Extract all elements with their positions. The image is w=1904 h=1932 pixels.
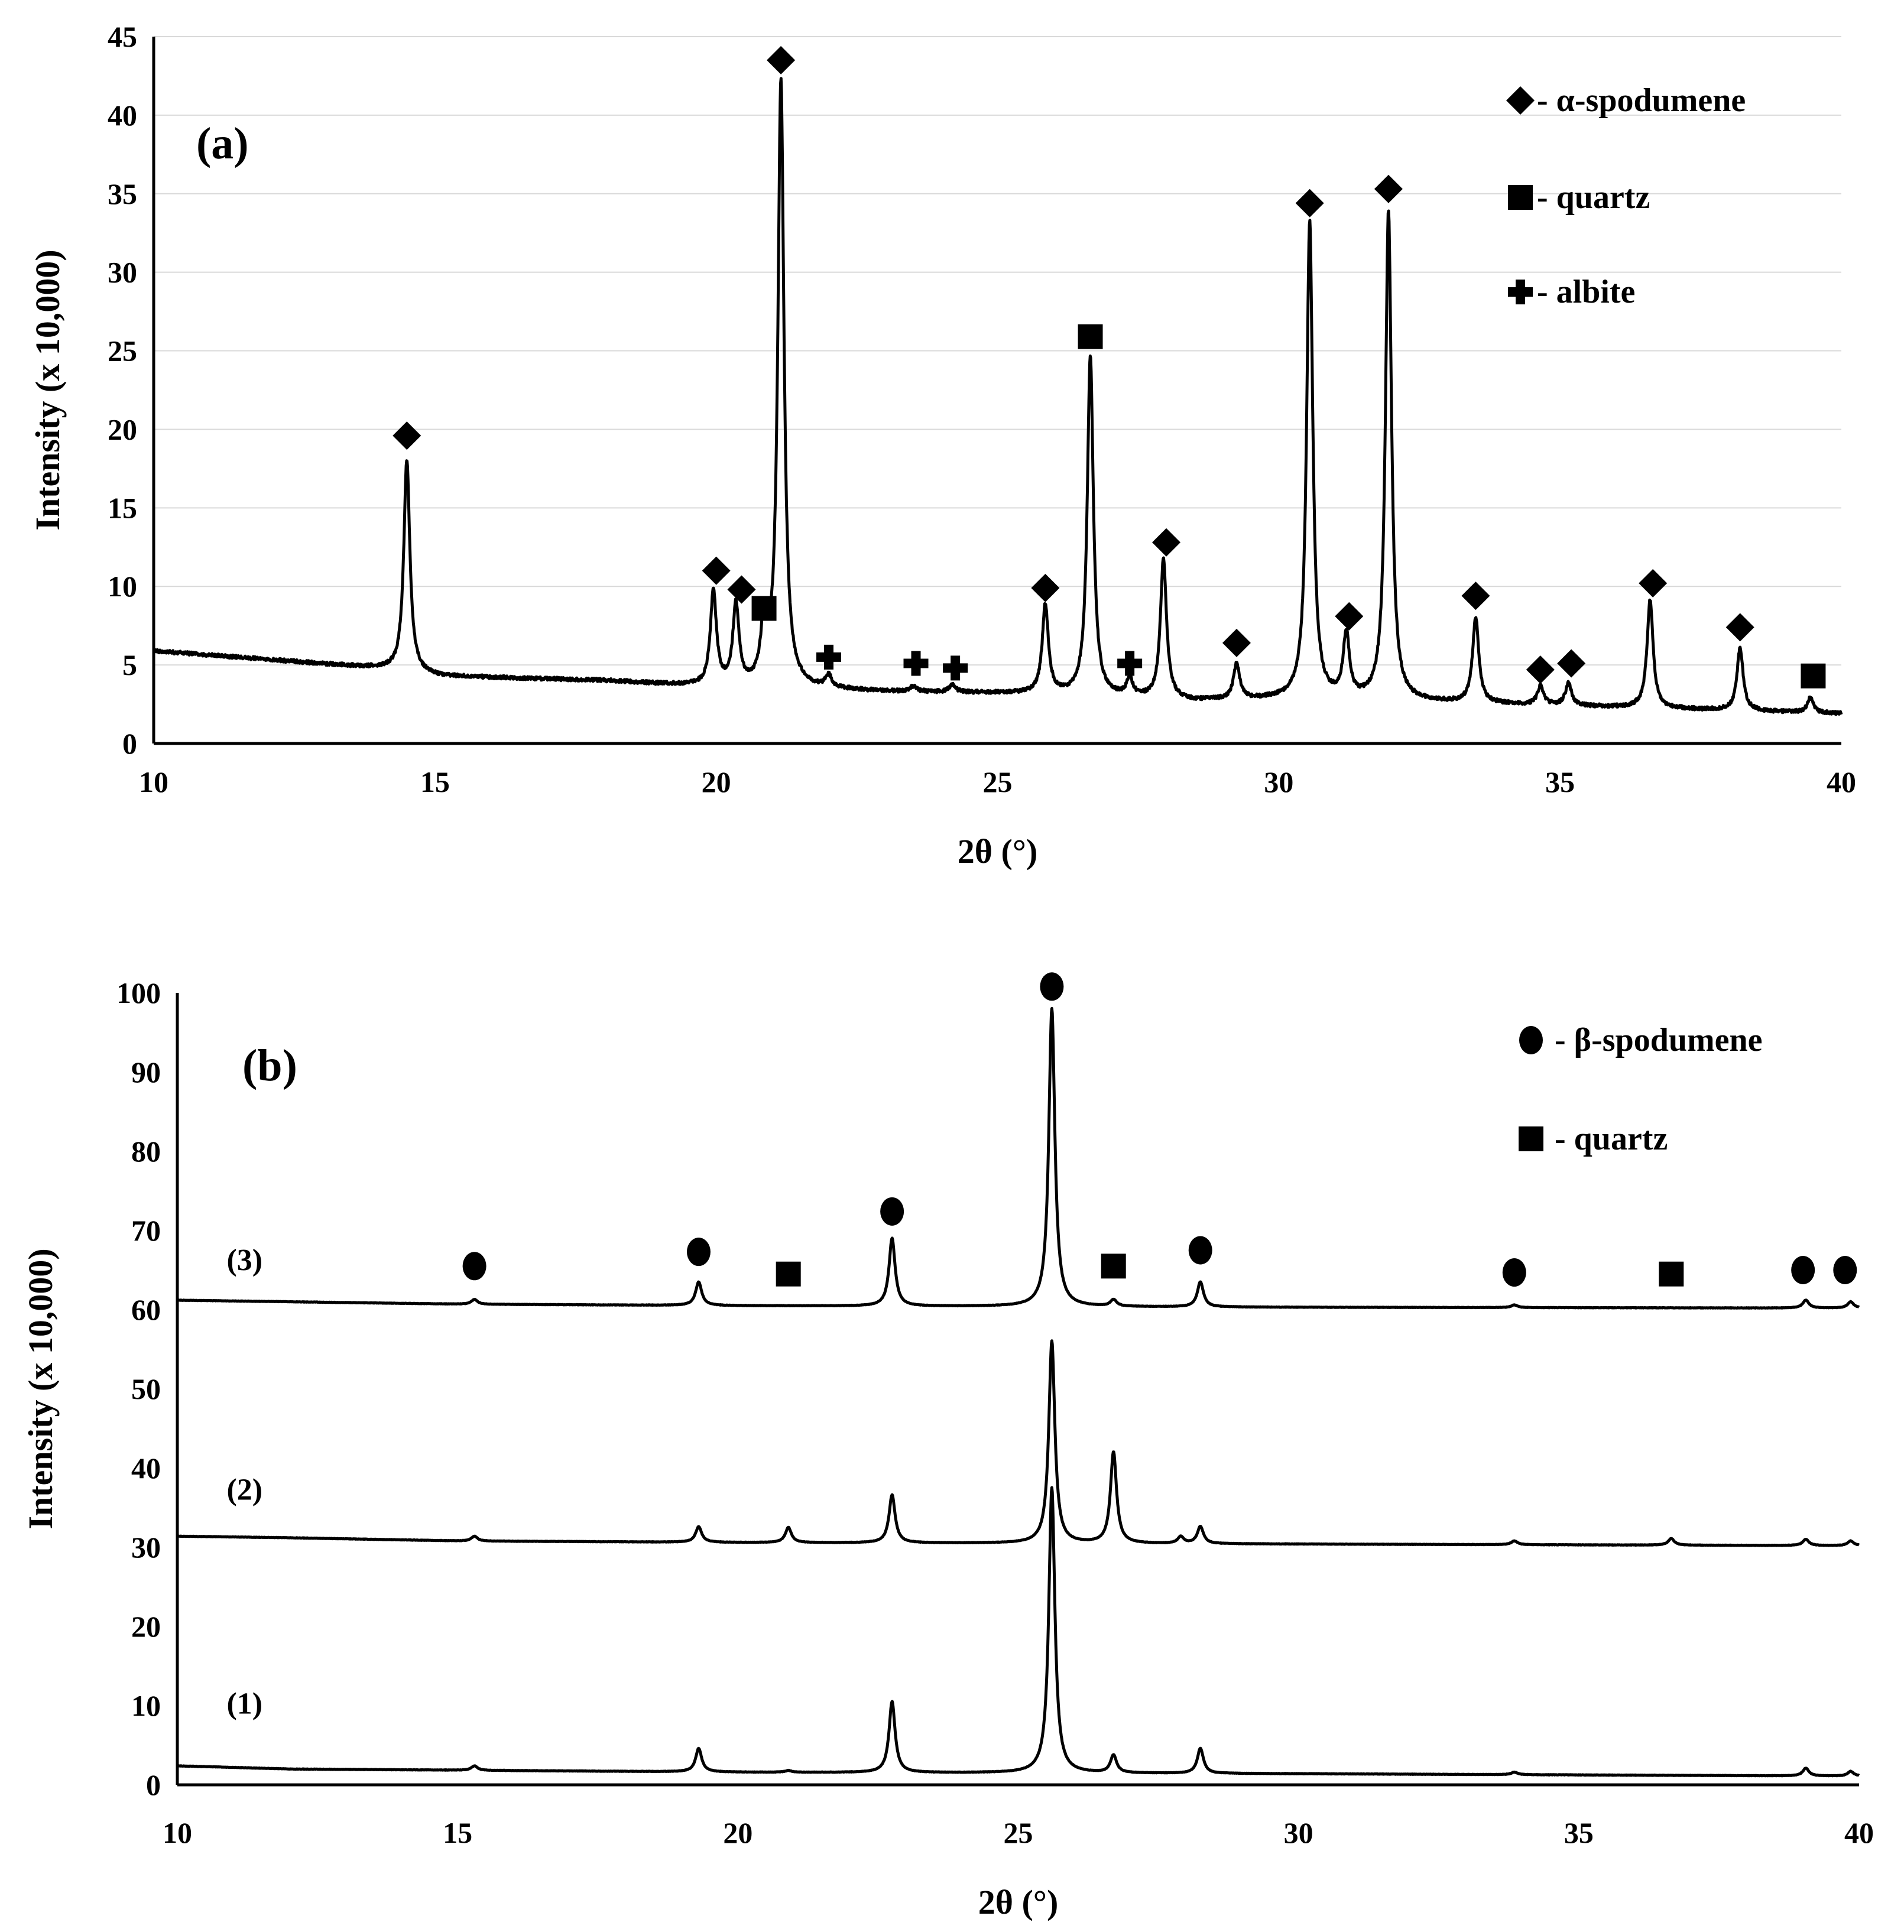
y-tick-b: 80 xyxy=(131,1135,161,1168)
peak-marker-b xyxy=(1101,1254,1126,1279)
y-tick-a: 30 xyxy=(108,256,137,289)
peak-marker-b xyxy=(1791,1256,1815,1284)
legend-label-b: - β-spodumene xyxy=(1555,1022,1763,1058)
y-tick-b: 100 xyxy=(116,976,161,1009)
legend-label-a: - quartz xyxy=(1537,179,1650,216)
peak-marker-b xyxy=(1659,1261,1684,1287)
peak-marker-b xyxy=(1833,1256,1857,1284)
legend-label-b: - quartz xyxy=(1555,1121,1668,1157)
y-tick-a: 10 xyxy=(108,570,137,603)
x-tick-a: 20 xyxy=(702,765,731,798)
x-axis-title-a: 2θ (°) xyxy=(958,832,1038,871)
y-tick-b: 70 xyxy=(131,1214,161,1247)
peak-marker-b xyxy=(1040,972,1064,1001)
peak-marker-a xyxy=(816,644,841,670)
x-tick-a: 25 xyxy=(983,765,1013,798)
x-tick-b: 35 xyxy=(1564,1816,1594,1849)
y-tick-b: 10 xyxy=(131,1689,161,1722)
x-axis-title-b: 2θ (°) xyxy=(978,1883,1059,1921)
peak-marker-a xyxy=(1078,324,1103,349)
panel-a: 0 5 10 15 20 25 30 35 40 45 10 15 20 25 30 35 40 (a) 2θ (°… xyxy=(28,20,1856,871)
y-axis-title-b: Intensity (x 10,000) xyxy=(21,1248,60,1529)
legend-label-a: - albite xyxy=(1537,274,1635,310)
peak-marker-a xyxy=(1222,628,1251,657)
y-tick-b: 0 xyxy=(146,1768,161,1801)
legend-symbol-b xyxy=(1519,1026,1543,1054)
panel-label-a: (a) xyxy=(196,119,249,168)
legend-label-a: - α-spodumene xyxy=(1537,82,1746,119)
legend-symbol-a xyxy=(1506,86,1535,115)
y-tick-a: 35 xyxy=(108,177,137,210)
pattern-a-trace xyxy=(152,77,1843,716)
peak-marker-b xyxy=(1188,1236,1212,1265)
legend-symbol-b xyxy=(1519,1126,1543,1151)
peak-marker-b xyxy=(686,1238,711,1267)
x-tick-a: 35 xyxy=(1545,765,1575,798)
y-tick-b: 20 xyxy=(131,1610,161,1643)
peak-marker-a xyxy=(1526,655,1555,684)
peak-marker-a xyxy=(751,596,777,621)
series-label-2: (2) xyxy=(226,1473,262,1507)
peak-marker-a xyxy=(943,655,968,681)
y-tick-a: 5 xyxy=(122,648,137,681)
y-tick-a: 0 xyxy=(122,727,137,760)
peak-marker-a xyxy=(903,651,929,676)
peak-marker-b xyxy=(880,1197,904,1226)
y-tick-b: 40 xyxy=(131,1452,161,1485)
peak-marker-a xyxy=(1725,613,1754,642)
y-tick-a: 20 xyxy=(108,413,137,446)
y-tick-b: 90 xyxy=(131,1056,161,1089)
peak-marker-a xyxy=(1801,663,1826,689)
x-tick-a: 10 xyxy=(139,765,168,798)
peak-marker-a xyxy=(1031,573,1060,602)
peak-marker-a xyxy=(727,575,756,604)
pattern-b-trace-3 xyxy=(176,1006,1860,1310)
y-tick-b: 50 xyxy=(131,1372,161,1405)
legend-symbol-a xyxy=(1508,185,1533,210)
x-tick-a: 30 xyxy=(1264,765,1293,798)
x-tick-b: 10 xyxy=(163,1816,192,1849)
x-tick-a: 15 xyxy=(420,765,450,798)
x-tick-b: 40 xyxy=(1844,1816,1874,1849)
y-tick-a: 45 xyxy=(108,20,137,53)
panel-label-b: (b) xyxy=(242,1041,297,1090)
pattern-b-trace-2 xyxy=(176,1339,1860,1547)
peak-marker-a xyxy=(1639,569,1668,598)
y-tick-a: 40 xyxy=(108,99,137,132)
x-tick-b: 20 xyxy=(723,1816,752,1849)
x-tick-b: 25 xyxy=(1004,1816,1033,1849)
legend-symbol-a xyxy=(1508,280,1533,304)
x-tick-b: 15 xyxy=(443,1816,472,1849)
series-label-3: (3) xyxy=(226,1243,262,1277)
peak-marker-a xyxy=(1335,602,1364,631)
pattern-b-trace-1 xyxy=(176,1486,1860,1778)
peak-marker-a xyxy=(1152,528,1180,557)
peak-marker-a xyxy=(1461,582,1490,611)
y-tick-a: 15 xyxy=(108,491,137,524)
y-tick-b: 60 xyxy=(131,1293,161,1326)
peak-marker-a xyxy=(1117,651,1143,676)
y-tick-b: 30 xyxy=(131,1531,161,1564)
peak-marker-a xyxy=(393,421,421,450)
peak-marker-a xyxy=(1295,189,1324,217)
peak-marker-a xyxy=(767,46,796,74)
peak-marker-b xyxy=(1502,1258,1526,1287)
series-label-1: (1) xyxy=(226,1687,262,1720)
peak-marker-a xyxy=(702,556,731,585)
peak-marker-a xyxy=(1557,649,1586,678)
peak-marker-a xyxy=(1374,174,1403,203)
y-axis-title-a: Intensity (x 10,000) xyxy=(28,249,67,530)
peak-marker-b xyxy=(462,1252,486,1281)
x-tick-b: 30 xyxy=(1284,1816,1313,1849)
y-tick-a: 25 xyxy=(108,335,137,368)
x-tick-a: 40 xyxy=(1827,765,1856,798)
peak-marker-b xyxy=(776,1261,801,1287)
